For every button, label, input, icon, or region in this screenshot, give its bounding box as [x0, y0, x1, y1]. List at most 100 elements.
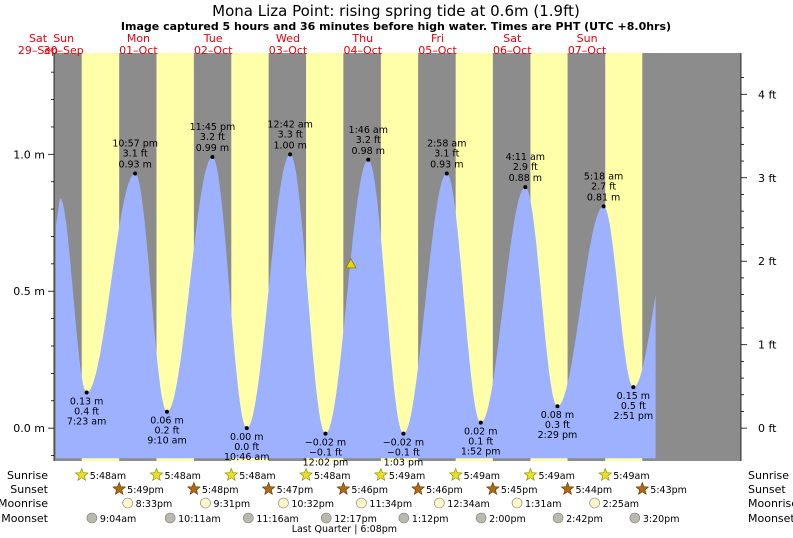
day-weekday-label: Fri	[431, 32, 444, 45]
day-date-label: 06–Oct	[493, 44, 532, 57]
sunset-icon	[261, 481, 276, 495]
moonrise-time: 10:32pm	[291, 499, 334, 510]
extreme-m-label: 0.88 m	[509, 173, 542, 184]
extreme-point	[133, 171, 138, 176]
sunrise-time: 5:49am	[538, 471, 574, 482]
extreme-point	[401, 431, 406, 436]
left-axis-tick-label: 1.0 m	[13, 148, 45, 161]
sunrise-icon	[523, 467, 538, 481]
moonrise-time: 8:33pm	[136, 499, 173, 510]
extreme-m-label: −0.02 m	[383, 438, 424, 449]
sunset-icon	[336, 481, 351, 495]
extreme-time-label: 12:02 pm	[303, 458, 349, 469]
extreme-time-label: 9:10 am	[147, 436, 186, 447]
sunrise-icon	[149, 467, 164, 481]
moonrise-time: 11:34pm	[369, 499, 412, 510]
extreme-time-label: 7:23 am	[67, 417, 106, 428]
extreme-ft-label: 0.4 ft	[74, 407, 99, 418]
sunrise-icon	[448, 467, 463, 481]
day-date-label: 04–Oct	[343, 44, 382, 57]
extreme-ft-label: 0.0 ft	[234, 442, 259, 453]
sunset-time: 5:48pm	[202, 485, 239, 496]
moonset-time: 1:12pm	[412, 514, 449, 525]
extreme-time-label: 4:11 am	[506, 152, 545, 163]
sunset-icon	[560, 481, 575, 495]
day-date-label: 30–Sep	[44, 44, 84, 57]
row-label-left: Sunrise	[7, 469, 48, 482]
sunrise-time: 5:49am	[464, 471, 500, 482]
moonrise-time: 12:34am	[447, 499, 489, 510]
sunrise-icon	[224, 467, 239, 481]
moonset-icon	[398, 512, 410, 524]
extreme-m-label: 0.02 m	[464, 427, 497, 438]
moonrise-icon	[434, 497, 445, 509]
moonset-time: 12:17pm	[334, 514, 377, 525]
moonset-icon	[552, 512, 564, 524]
extreme-m-label: 0.15 m	[617, 391, 650, 402]
day-weekday-label: Mon	[127, 32, 150, 45]
extreme-time-label: 10:57 pm	[112, 138, 158, 149]
extreme-ft-label: 0.5 ft	[621, 401, 646, 412]
extreme-time-label: 10:46 am	[224, 452, 269, 463]
day-weekday-label: Thu	[351, 32, 373, 45]
extreme-m-label: 0.08 m	[541, 410, 574, 421]
extreme-m-label: 0.13 m	[70, 397, 103, 408]
tide-series	[55, 154, 656, 459]
extreme-time-label: 2:58 am	[427, 138, 466, 149]
moonrise-icon	[511, 497, 523, 509]
row-label-right: Moonset	[748, 512, 793, 525]
extreme-ft-label: 2.9 ft	[513, 162, 538, 173]
extreme-time-label: 1:03 pm	[384, 458, 424, 469]
right-axis-tick-label: 3 ft	[758, 172, 777, 185]
day-weekday-label: Sun	[577, 32, 598, 45]
extreme-ft-label: 3.2 ft	[356, 135, 381, 146]
extreme-point	[366, 157, 371, 162]
sunrise-icon	[299, 467, 313, 481]
moonrise-time: 2:25am	[603, 499, 639, 510]
sunrise-time: 5:48am	[90, 471, 126, 482]
extreme-point	[210, 155, 215, 160]
row-label-left: Sunset	[10, 483, 48, 496]
current-level-marker	[345, 258, 357, 269]
sunrise-time: 5:48am	[165, 471, 201, 482]
extreme-m-label: 0.06 m	[150, 416, 183, 427]
extreme-point	[555, 404, 560, 409]
extreme-m-label: −0.02 m	[305, 438, 346, 449]
moonrise-time: 9:31pm	[213, 499, 250, 510]
extreme-time-label: 2:51 pm	[614, 411, 654, 422]
sunset-time: 5:46pm	[351, 485, 388, 496]
extreme-m-label: 0.93 m	[118, 159, 151, 170]
moonset-icon	[475, 512, 487, 524]
left-axis-tick-label: 0.0 m	[13, 422, 45, 435]
extreme-time-label: 1:52 pm	[461, 447, 501, 458]
extreme-m-label: 0.00 m	[230, 432, 263, 443]
extreme-m-label: 0.93 m	[430, 159, 463, 170]
chart-title: Mona Liza Point: rising spring tide at 0…	[212, 2, 580, 20]
chart-subtitle: Image captured 5 hours and 36 minutes be…	[121, 20, 671, 33]
extreme-m-label: 1.00 m	[273, 140, 306, 151]
sunset-time: 5:44pm	[576, 485, 613, 496]
extreme-point	[478, 420, 483, 425]
moonrise-icon	[200, 497, 211, 509]
sunset-time: 5:45pm	[501, 485, 538, 496]
extreme-point	[601, 204, 606, 209]
extreme-ft-label: 3.3 ft	[278, 129, 303, 140]
extreme-ft-label: 3.1 ft	[123, 148, 148, 159]
moonrise-icon	[278, 497, 289, 509]
extreme-ft-label: 0.2 ft	[154, 426, 179, 437]
sunset-icon	[411, 481, 426, 495]
extreme-time-label: 1:46 am	[349, 125, 388, 136]
extreme-point	[244, 426, 249, 431]
day-weekday-label: Wed	[276, 32, 300, 45]
right-axis-tick-label: 0 ft	[758, 422, 777, 435]
day-date-label: 01–Oct	[119, 44, 158, 57]
moonrise-icon	[122, 497, 133, 509]
sunset-icon	[485, 481, 500, 495]
extreme-ft-label: 0.1 ft	[468, 437, 493, 448]
day-date-label: 03–Oct	[269, 44, 308, 57]
row-label-right: Moonrise	[748, 497, 793, 510]
extreme-time-label: 5:18 am	[584, 171, 623, 182]
sunset-icon	[635, 481, 650, 495]
